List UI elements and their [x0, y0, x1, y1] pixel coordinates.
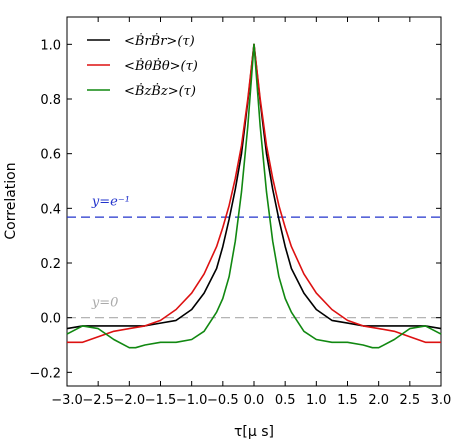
reference-lines: y=e⁻¹ y=0	[67, 195, 441, 319]
x-tick-label-3: −1.5	[145, 393, 177, 408]
x-tick-label-6: 0.0	[244, 393, 265, 408]
legend-label-0: <ḂrḂr>(τ)	[124, 32, 195, 49]
x-tick-label-4: −1.0	[176, 393, 208, 408]
x-tick-label-11: 2.5	[399, 393, 420, 408]
legend-label-1: <ḂθḂθ>(τ)	[124, 57, 198, 74]
x-tick-label-5: −0.5	[207, 393, 239, 408]
legend: <ḂrḂr>(τ) <ḂθḂθ>(τ) <ḂzḂz>(τ)	[87, 32, 198, 99]
ticks: −3.0 −2.5 −2.0 −1.5 −1.0 −0.5 0.0 0.5 1.0 1.5 2.0 2…	[29, 17, 451, 408]
x-tick-label-9: 1.5	[337, 393, 358, 408]
y-tick-label-2: 0.2	[40, 257, 61, 272]
legend-label-2: <ḂzḂz>(τ)	[124, 82, 196, 99]
x-tick-label-8: 1.0	[306, 393, 327, 408]
reference-label-1: y=0	[91, 296, 119, 311]
y-axis-label: Correlation	[3, 162, 19, 239]
y-tick-label-1: 0.0	[40, 312, 61, 327]
x-tick-label-12: 3.0	[431, 393, 452, 408]
x-tick-label-1: −2.5	[82, 393, 114, 408]
x-tick-label-2: −2.0	[114, 393, 146, 408]
reference-label-0: y=e⁻¹	[91, 195, 130, 210]
y-tick-label-4: 0.6	[40, 148, 61, 163]
y-tick-label-5: 0.8	[40, 93, 61, 108]
x-tick-label-10: 2.0	[368, 393, 389, 408]
y-tick-label-6: 1.0	[40, 38, 61, 53]
series-line-2	[66, 43, 442, 349]
y-tick-label-3: 0.4	[40, 202, 61, 217]
x-tick-label-0: −3.0	[51, 393, 83, 408]
series-group	[66, 43, 442, 349]
x-tick-label-7: 0.5	[275, 393, 296, 408]
x-axis-label: τ[μ s]	[234, 424, 274, 440]
y-tick-label-0: −0.2	[29, 366, 61, 381]
